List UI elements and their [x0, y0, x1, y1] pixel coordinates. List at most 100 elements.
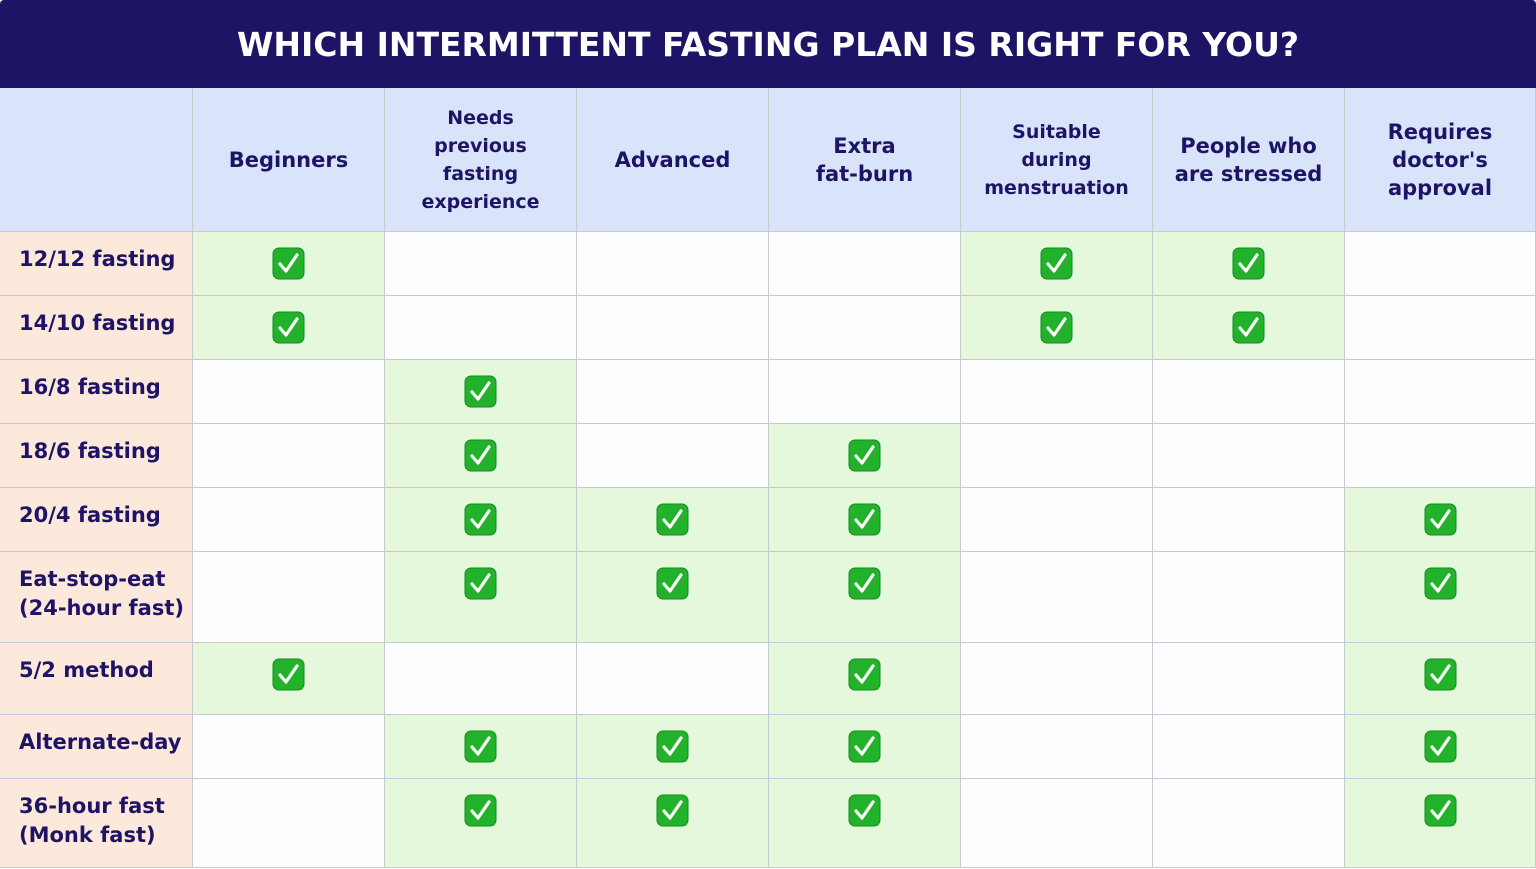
check-cell: [385, 424, 577, 488]
check-icon: [656, 503, 689, 536]
check-cell: [769, 232, 961, 296]
row-label: Eat-stop-eat (24-hour fast): [0, 552, 193, 643]
check-cell: [385, 296, 577, 360]
check-cell: [1345, 232, 1536, 296]
check-cell: [769, 360, 961, 424]
row-label: 18/6 fasting: [0, 424, 193, 488]
check-cell: [385, 232, 577, 296]
check-cell: [385, 643, 577, 715]
check-cell: [193, 488, 385, 552]
check-cell: [961, 715, 1153, 779]
check-icon: [848, 439, 881, 472]
check-icon: [848, 567, 881, 600]
check-cell: [961, 779, 1153, 868]
check-cell: [769, 643, 961, 715]
check-icon: [656, 730, 689, 763]
column-header: Beginners: [193, 88, 385, 232]
check-cell: [1153, 360, 1345, 424]
check-cell: [1153, 552, 1345, 643]
check-icon: [656, 794, 689, 827]
check-cell: [1153, 715, 1345, 779]
check-cell: [1153, 643, 1345, 715]
check-cell: [961, 296, 1153, 360]
column-header: People who are stressed: [1153, 88, 1345, 232]
row-label: 16/8 fasting: [0, 360, 193, 424]
check-cell: [577, 424, 769, 488]
row-label: 14/10 fasting: [0, 296, 193, 360]
column-header: Suitable during menstruation: [961, 88, 1153, 232]
check-icon: [464, 567, 497, 600]
check-icon: [1424, 794, 1456, 827]
check-cell: [961, 488, 1153, 552]
check-cell: [769, 715, 961, 779]
check-icon: [1424, 567, 1456, 600]
check-cell: [193, 360, 385, 424]
check-cell: [961, 360, 1153, 424]
check-cell: [385, 488, 577, 552]
check-icon: [848, 658, 881, 691]
row-label: 12/12 fasting: [0, 232, 193, 296]
check-cell: [193, 424, 385, 488]
row-label: 20/4 fasting: [0, 488, 193, 552]
title-bar: WHICH INTERMITTENT FASTING PLAN IS RIGHT…: [0, 0, 1536, 88]
column-header: Needs previous fasting experience: [385, 88, 577, 232]
check-cell: [1345, 360, 1536, 424]
check-icon: [1040, 247, 1073, 280]
check-cell: [1345, 488, 1536, 552]
check-cell: [193, 643, 385, 715]
check-icon: [848, 730, 881, 763]
check-cell: [1153, 296, 1345, 360]
column-header: Advanced: [577, 88, 769, 232]
check-icon: [848, 794, 881, 827]
check-cell: [1345, 715, 1536, 779]
check-icon: [1040, 311, 1073, 344]
check-icon: [464, 439, 497, 472]
check-icon: [848, 503, 881, 536]
check-cell: [577, 552, 769, 643]
row-label: 36-hour fast (Monk fast): [0, 779, 193, 868]
check-icon: [272, 247, 305, 280]
check-cell: [769, 296, 961, 360]
check-icon: [1424, 730, 1456, 763]
check-cell: [577, 296, 769, 360]
check-cell: [385, 715, 577, 779]
check-cell: [385, 779, 577, 868]
check-icon: [1232, 311, 1265, 344]
check-cell: [769, 779, 961, 868]
check-icon: [464, 503, 497, 536]
check-cell: [961, 643, 1153, 715]
check-cell: [1345, 643, 1536, 715]
column-header: Extra fat-burn: [769, 88, 961, 232]
check-cell: [961, 232, 1153, 296]
check-cell: [193, 296, 385, 360]
check-icon: [1424, 658, 1456, 691]
check-icon: [272, 311, 305, 344]
check-cell: [385, 360, 577, 424]
check-cell: [385, 552, 577, 643]
check-cell: [1153, 779, 1345, 868]
check-cell: [1153, 424, 1345, 488]
check-cell: [1153, 488, 1345, 552]
check-icon: [272, 658, 305, 691]
check-cell: [577, 232, 769, 296]
check-cell: [961, 552, 1153, 643]
check-cell: [577, 779, 769, 868]
check-cell: [577, 360, 769, 424]
corner-cell: [0, 88, 193, 232]
check-cell: [961, 424, 1153, 488]
check-cell: [577, 715, 769, 779]
check-cell: [1345, 552, 1536, 643]
check-cell: [577, 488, 769, 552]
check-cell: [1153, 232, 1345, 296]
check-cell: [1345, 779, 1536, 868]
check-cell: [769, 552, 961, 643]
check-icon: [1232, 247, 1265, 280]
check-icon: [464, 794, 497, 827]
check-icon: [464, 375, 497, 408]
check-icon: [656, 567, 689, 600]
row-label: Alternate-day: [0, 715, 193, 779]
column-header: Requires doctor's approval: [1345, 88, 1536, 232]
check-icon: [464, 730, 497, 763]
check-cell: [193, 715, 385, 779]
